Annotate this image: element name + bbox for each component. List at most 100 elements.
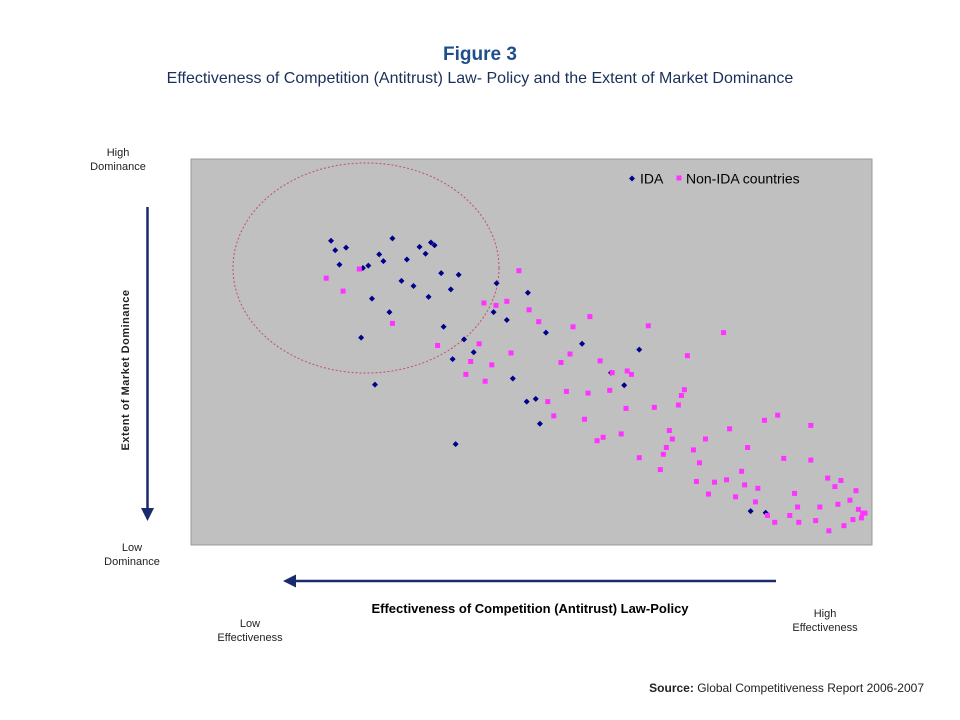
ida-point	[523, 398, 530, 405]
non-ida-point	[775, 412, 781, 418]
non-ida-point	[623, 405, 629, 411]
non-ida-point	[841, 523, 847, 529]
non-ida-point	[862, 510, 868, 516]
non-ida-point	[787, 513, 793, 518]
non-ida-point	[585, 390, 591, 396]
non-ida-point	[663, 445, 669, 450]
ida-point	[386, 309, 393, 316]
ida-point	[621, 382, 628, 389]
plot-area	[190, 158, 873, 546]
non-ida-point	[323, 275, 329, 281]
ida-point	[493, 280, 500, 287]
non-ida-point	[855, 506, 861, 512]
ida-point	[358, 334, 365, 341]
non-ida-point	[832, 484, 838, 490]
non-ida-point	[705, 491, 711, 497]
non-ida-point	[752, 499, 758, 505]
non-ida-point	[563, 388, 569, 394]
non-ida-point	[808, 457, 814, 463]
ida-point	[449, 356, 456, 363]
non-ida-point	[587, 314, 593, 320]
cluster-ellipse	[232, 162, 500, 374]
non-ida-point	[678, 392, 684, 398]
ida-point	[536, 420, 543, 427]
non-ida-point	[764, 513, 770, 518]
ida-point	[371, 381, 378, 388]
legend-ida-marker	[629, 175, 635, 182]
non-ida-point	[826, 528, 832, 534]
non-ida-point	[795, 504, 801, 510]
ida-point	[542, 329, 549, 336]
non-ida-point	[536, 319, 542, 325]
non-ida-point	[482, 378, 488, 384]
non-ida-point	[755, 485, 761, 491]
non-ida-point	[508, 350, 514, 356]
ida-point	[410, 283, 417, 289]
non-ida-point	[489, 362, 495, 368]
ida-point	[509, 375, 516, 382]
non-ida-point	[817, 504, 823, 510]
non-ida-point	[792, 490, 798, 496]
ida-point	[470, 349, 477, 356]
non-ida-point	[781, 455, 787, 461]
ida-point	[403, 256, 410, 263]
x-axis-title: Effectiveness of Competition (Antitrust)…	[371, 601, 689, 616]
non-ida-point	[526, 307, 532, 313]
ida-point	[425, 293, 432, 300]
non-ida-point	[651, 404, 657, 410]
ida-point	[368, 295, 375, 302]
non-ida-point	[796, 519, 802, 525]
non-ida-point	[825, 475, 831, 481]
source-prefix: Source:	[649, 681, 694, 695]
y-direction-arrow	[141, 207, 154, 521]
non-ida-point	[435, 343, 441, 348]
legend-nonida-label: Non-IDA countries	[686, 171, 800, 187]
non-ida-point	[551, 413, 557, 419]
ida-point	[431, 242, 438, 249]
ida-point	[490, 309, 497, 316]
ida-point	[380, 258, 387, 265]
non-ida-point	[727, 426, 733, 432]
non-ida-point	[724, 477, 730, 483]
non-ida-point	[567, 351, 573, 357]
non-ida-point	[493, 302, 499, 308]
non-ida-point	[558, 360, 564, 365]
non-ida-point	[645, 323, 651, 329]
non-ida-point	[468, 358, 474, 364]
ida-point	[636, 346, 643, 353]
ida-point	[524, 289, 531, 296]
ida-point	[427, 239, 434, 246]
ida-point	[747, 508, 754, 515]
non-ida-point	[739, 468, 745, 474]
non-ida-point	[636, 455, 642, 461]
figure-label: Figure 3	[443, 44, 517, 65]
non-ida-point	[808, 422, 814, 428]
non-ida-point	[570, 324, 576, 330]
x-direction-arrow	[283, 574, 776, 588]
ida-point	[438, 270, 445, 277]
non-ida-point	[463, 371, 469, 377]
low-effectiveness-label: Low Effectiveness	[217, 618, 283, 644]
ida-point	[503, 317, 510, 323]
non-ida-point	[669, 436, 675, 442]
non-ida-point	[618, 431, 624, 437]
non-ida-point	[581, 416, 587, 422]
low-dominance-label: Low Dominance	[104, 542, 160, 568]
non-ida-point	[858, 515, 864, 521]
non-ida-point	[693, 479, 699, 484]
non-ida-point	[850, 517, 856, 523]
ida-point	[579, 340, 586, 347]
non-ida-point	[481, 300, 487, 306]
ida-point	[440, 323, 447, 330]
non-ida-point	[813, 518, 819, 524]
non-ida-point	[545, 399, 551, 405]
non-ida-point	[847, 497, 853, 503]
non-ida-point	[657, 467, 663, 473]
non-ida-point	[594, 438, 600, 444]
non-ida-point	[666, 428, 672, 433]
ida-point	[343, 244, 350, 251]
legend-ida-label: IDA	[640, 171, 664, 187]
legend-nonida-marker	[676, 175, 682, 181]
non-ida-point	[609, 370, 615, 376]
